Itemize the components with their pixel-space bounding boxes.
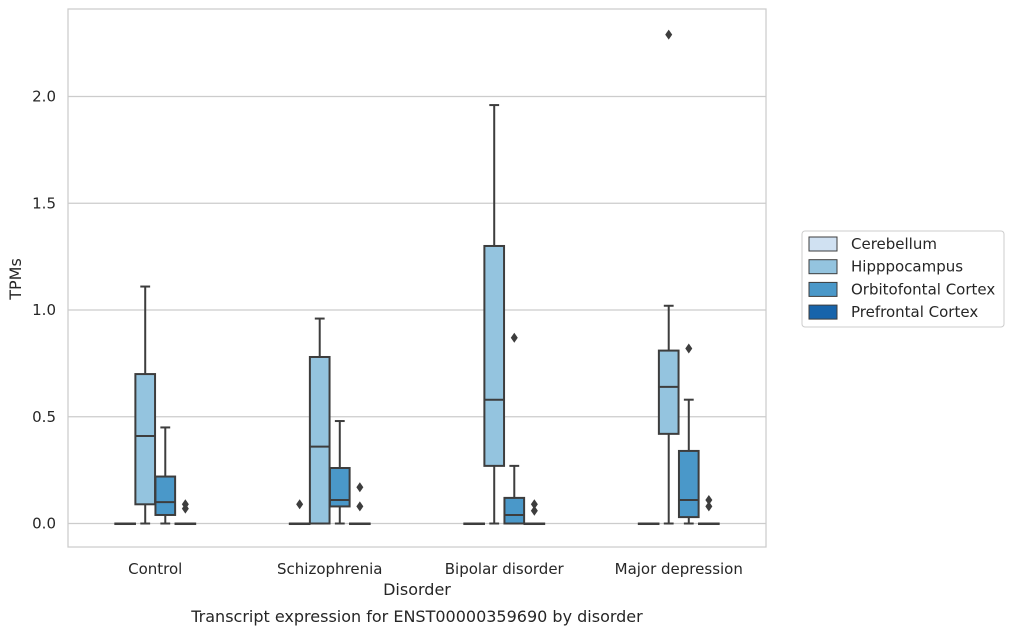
chart-caption: Transcript expression for ENST0000035969… xyxy=(190,607,643,626)
legend-item: Orbitofontal Cortex xyxy=(808,280,995,298)
box-group xyxy=(657,29,680,525)
box-group xyxy=(637,522,660,526)
legend-label: Orbitofontal Cortex xyxy=(851,280,995,298)
box-iqr xyxy=(328,467,351,508)
box-iqr xyxy=(483,244,506,467)
legend-label: Hipppocampus xyxy=(851,258,963,276)
box-group xyxy=(308,317,331,525)
legend-item: Cerebellum xyxy=(808,235,937,253)
box-group xyxy=(463,522,485,526)
legend-label: Prefrontal Cortex xyxy=(851,303,978,321)
box-group xyxy=(503,332,526,525)
outlier-point xyxy=(705,501,713,512)
box-iqr xyxy=(154,475,177,516)
outlier-point xyxy=(705,495,713,506)
legend-item: Hipppocampus xyxy=(808,258,963,276)
outlier-point xyxy=(685,343,693,354)
box-iqr xyxy=(308,355,331,525)
outlier-point xyxy=(665,29,673,40)
box-group xyxy=(698,495,720,526)
box-group xyxy=(134,285,157,525)
box-group xyxy=(523,499,546,526)
x-tick-label: Major depression xyxy=(615,560,743,578)
y-axis-label: TPMs xyxy=(6,258,25,301)
outlier-point xyxy=(530,505,538,516)
box-group xyxy=(328,420,351,525)
box-iqr xyxy=(677,449,700,519)
y-tick-label: 0.5 xyxy=(32,408,56,426)
box-group xyxy=(483,104,506,525)
legend: Cerebellum Hipppocampus Orbitofontal Corte… xyxy=(801,230,1005,328)
x-tick-labels: Control Schizophrenia Bipolar disorder Majo… xyxy=(128,560,743,578)
outlier-point xyxy=(356,482,364,493)
outlier-point xyxy=(181,499,189,510)
box-iqr xyxy=(657,349,680,435)
outlier-point xyxy=(510,332,518,343)
legend-swatch xyxy=(808,259,838,275)
y-tick-label: 1.5 xyxy=(32,194,56,212)
legend-swatch xyxy=(808,281,838,297)
plot-background xyxy=(68,9,766,547)
y-tick-label: 2.0 xyxy=(32,88,56,106)
box-group xyxy=(349,482,371,526)
legend-swatch xyxy=(808,236,838,252)
x-tick-label: Bipolar disorder xyxy=(445,560,565,578)
box-group xyxy=(677,343,700,525)
legend-item: Prefrontal Cortex xyxy=(808,303,978,321)
x-tick-label: Schizophrenia xyxy=(277,560,382,578)
outlier-point xyxy=(530,499,538,510)
legend-label: Cerebellum xyxy=(851,235,937,253)
outlier-point xyxy=(296,499,304,510)
box-iqr xyxy=(134,373,157,506)
box-group xyxy=(154,426,177,525)
box-iqr xyxy=(503,496,526,525)
x-axis-label: Disorder xyxy=(383,580,451,599)
box-group xyxy=(174,499,197,526)
box-group xyxy=(114,522,136,526)
plot-frame xyxy=(67,8,767,548)
legend-frame xyxy=(801,230,1005,328)
box-layer xyxy=(114,29,720,526)
legend-swatch xyxy=(808,304,838,320)
y-tick-label: 0.0 xyxy=(32,515,56,533)
y-tick-labels: 0.0 0.5 1.0 1.5 2.0 xyxy=(32,88,56,533)
outlier-point xyxy=(356,501,364,512)
x-tick-label: Control xyxy=(128,560,182,578)
y-tick-label: 1.0 xyxy=(32,301,56,319)
legend-items: Cerebellum Hipppocampus Orbitofontal Corte… xyxy=(808,235,995,321)
